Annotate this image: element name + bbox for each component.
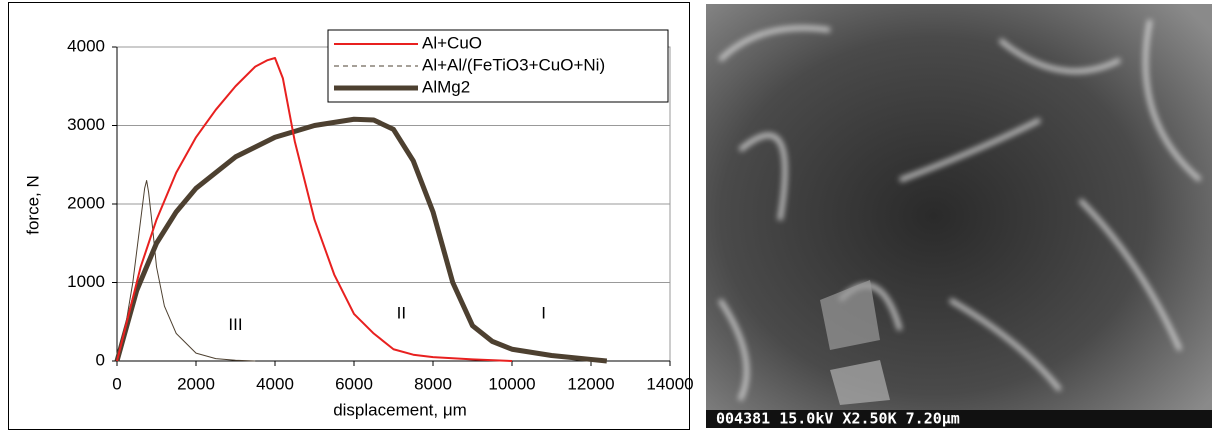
series-line xyxy=(114,116,608,364)
y-tick-label: 1000 xyxy=(67,272,105,291)
annotation: I xyxy=(541,303,546,322)
x-tick-label: 6000 xyxy=(335,374,373,393)
x-tick-label: 12000 xyxy=(567,374,614,393)
series-line xyxy=(116,179,256,362)
sem-image: 004381 15.0kV X2.50K 7.20μm xyxy=(706,4,1212,428)
x-tick-label: 0 xyxy=(112,374,121,393)
legend-label: AlMg2 xyxy=(422,77,470,96)
x-tick-label: 8000 xyxy=(414,374,452,393)
x-axis-label: displacement, μm xyxy=(333,400,467,419)
series-line xyxy=(116,56,513,362)
x-tick-label: 2000 xyxy=(177,374,215,393)
annotation: III xyxy=(228,315,242,334)
annotation: II xyxy=(397,303,406,322)
legend-label: Al+Al/(FeTiO3+CuO+Ni) xyxy=(422,55,605,74)
y-tick-label: 4000 xyxy=(67,36,105,55)
x-tick-label: 14000 xyxy=(646,374,693,393)
y-tick-label: 3000 xyxy=(67,115,105,134)
legend-label: Al+CuO xyxy=(422,33,482,52)
y-tick-label: 2000 xyxy=(67,193,105,212)
x-tick-label: 4000 xyxy=(256,374,294,393)
y-axis-label: force, N xyxy=(23,175,42,235)
image-caption: 004381 15.0kV X2.50K 7.20μm xyxy=(716,410,960,428)
x-tick-label: 10000 xyxy=(488,374,535,393)
y-tick-label: 0 xyxy=(96,350,105,369)
